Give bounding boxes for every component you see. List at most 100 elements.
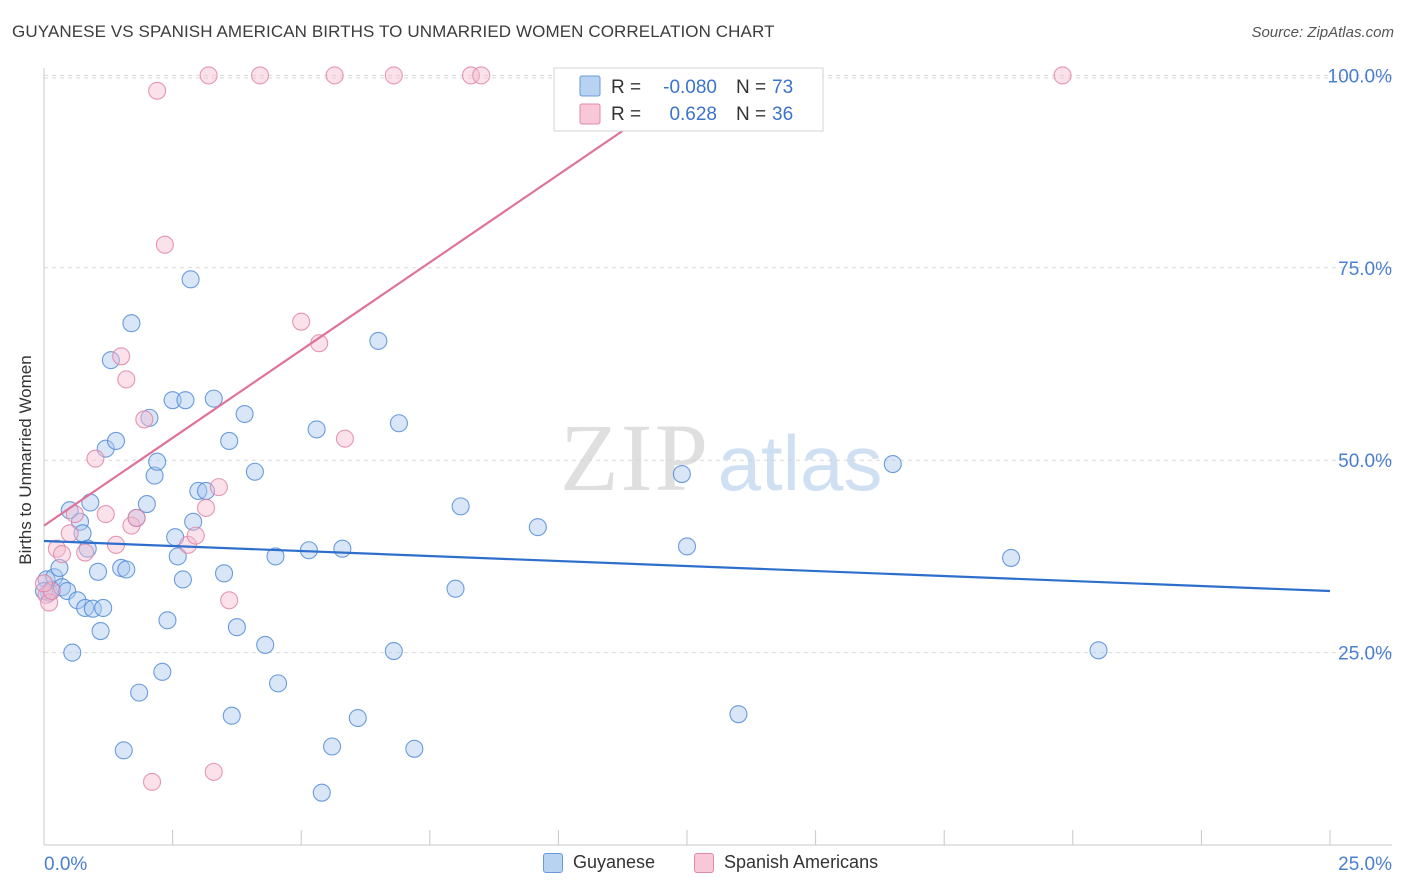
legend-bottom: Guyanese Spanish Americans bbox=[0, 852, 1406, 878]
spanish-american-point bbox=[86, 449, 105, 468]
axes bbox=[43, 68, 1392, 846]
spanish-american-point bbox=[148, 81, 167, 100]
guyanese-point bbox=[220, 431, 239, 451]
guyanese-point bbox=[214, 564, 234, 583]
spanish-american-point bbox=[42, 581, 61, 601]
guyanese-point bbox=[106, 431, 126, 451]
guyanese-point bbox=[245, 462, 264, 481]
spanish-american-point bbox=[34, 574, 54, 593]
legend-n-label-spanish: N = bbox=[736, 104, 766, 125]
guyanese-point bbox=[88, 562, 108, 581]
guyanese-point bbox=[168, 547, 187, 566]
guyanese-point bbox=[384, 642, 403, 661]
spanish-american-point bbox=[40, 593, 59, 612]
guyanese-point bbox=[269, 674, 288, 693]
legend-swatch-spanish-bottom bbox=[694, 852, 714, 873]
trend-lines bbox=[43, 86, 1331, 593]
guyanese-point bbox=[323, 737, 342, 756]
spanish-american-point bbox=[384, 66, 403, 85]
guyanese-trend-line bbox=[43, 539, 1331, 593]
spanish-american-point bbox=[127, 508, 146, 527]
spanish-american-point bbox=[178, 535, 198, 554]
y-axis-label: Births to Unmarried Women bbox=[16, 355, 35, 565]
legend-label-spanish: Spanish Americans bbox=[724, 852, 879, 872]
spanish-american-point bbox=[204, 762, 223, 781]
legend-top: R = -0.080 N = 73 R = 0.628 N = 36 bbox=[553, 67, 824, 132]
guyanese-point bbox=[58, 581, 77, 601]
guyanese-point bbox=[91, 621, 110, 641]
spanish-american-trend-line bbox=[43, 86, 688, 527]
guyanese-point bbox=[68, 591, 87, 610]
legend-r-label-spanish: R = bbox=[611, 104, 641, 125]
x-tick-label-max: 25.0% bbox=[1338, 854, 1392, 875]
legend-r-value-guyanese: -0.080 bbox=[663, 77, 717, 98]
spanish-american-point bbox=[325, 66, 344, 85]
guyanese-point bbox=[163, 391, 182, 410]
legend-swatch-guyanese-bottom bbox=[543, 852, 563, 873]
guyanese-point bbox=[222, 706, 241, 725]
guyanese-point bbox=[122, 314, 141, 333]
guyanese-point bbox=[101, 351, 120, 370]
chart-title: GUYANESE VS SPANISH AMERICAN BIRTHS TO U… bbox=[12, 22, 775, 41]
data-points bbox=[34, 66, 1108, 802]
guyanese-point bbox=[307, 420, 326, 439]
legend-n-label-guyanese: N = bbox=[736, 77, 766, 98]
watermark-zip: ZIP bbox=[560, 404, 710, 511]
spanish-american-point bbox=[461, 66, 481, 85]
spanish-american-point bbox=[472, 66, 491, 85]
y-tick-label: 75.0% bbox=[1338, 259, 1392, 280]
spanish-american-point bbox=[220, 591, 239, 610]
legend-swatch-guyanese bbox=[579, 75, 601, 97]
guyanese-point bbox=[677, 537, 697, 556]
guyanese-point bbox=[94, 598, 113, 618]
spanish-american-point bbox=[60, 524, 79, 543]
guyanese-point bbox=[181, 270, 200, 289]
guyanese-point bbox=[266, 547, 285, 566]
guyanese-point bbox=[235, 404, 254, 424]
spanish-american-point bbox=[96, 505, 115, 524]
source-credit: Source: ZipAtlas.com bbox=[1251, 24, 1394, 41]
guyanese-point bbox=[348, 708, 367, 728]
spanish-american-point bbox=[112, 347, 131, 366]
spanish-american-point bbox=[117, 370, 136, 389]
guyanese-point bbox=[117, 560, 136, 579]
guyanese-point bbox=[153, 662, 172, 681]
legend-item-guyanese: Guyanese bbox=[543, 852, 655, 873]
guyanese-point bbox=[114, 741, 133, 760]
spanish-american-point bbox=[142, 772, 162, 791]
x-tick-label-min: 0.0% bbox=[44, 854, 87, 875]
guyanese-point bbox=[130, 683, 149, 702]
y-tick-label: 25.0% bbox=[1338, 644, 1392, 665]
guyanese-point bbox=[137, 495, 156, 514]
spanish-american-point bbox=[196, 498, 216, 517]
guyanese-point bbox=[204, 389, 223, 408]
guyanese-point bbox=[405, 739, 424, 758]
guyanese-point bbox=[369, 331, 388, 350]
guyanese-point bbox=[1089, 641, 1108, 660]
guyanese-point bbox=[312, 783, 331, 802]
guyanese-point bbox=[446, 579, 465, 598]
guyanese-point bbox=[83, 599, 102, 618]
guyanese-point bbox=[148, 452, 167, 471]
guyanese-point bbox=[158, 611, 177, 630]
spanish-american-point bbox=[135, 410, 154, 429]
guyanese-point bbox=[63, 643, 82, 662]
spanish-american-point bbox=[186, 526, 205, 545]
guyanese-point bbox=[227, 618, 246, 637]
legend-label-guyanese: Guyanese bbox=[573, 852, 656, 872]
guyanese-point bbox=[76, 598, 95, 618]
legend-n-value-spanish: 36 bbox=[772, 104, 793, 125]
y-tick-label: 100.0% bbox=[1328, 66, 1393, 87]
watermark-atlas: atlas bbox=[718, 419, 883, 507]
legend-swatch-spanish bbox=[579, 103, 601, 125]
guyanese-point bbox=[81, 493, 100, 512]
guyanese-point bbox=[256, 635, 275, 654]
guyanese-point bbox=[176, 391, 195, 410]
legend-r-value-spanish: 0.628 bbox=[669, 104, 717, 125]
guyanese-point bbox=[883, 454, 902, 474]
legend-r-label-guyanese: R = bbox=[611, 77, 641, 98]
spanish-american-point bbox=[47, 539, 66, 558]
guyanese-point bbox=[189, 481, 208, 501]
spanish-american-point bbox=[292, 312, 311, 331]
